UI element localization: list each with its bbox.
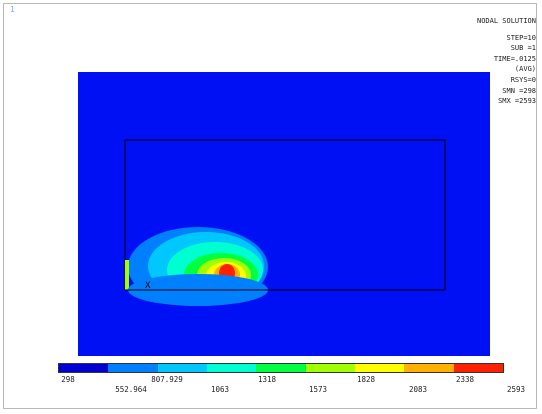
legend-swatch-8: [404, 364, 454, 372]
legend-swatch-1: [59, 364, 109, 372]
info-sub: SUB =1: [510, 44, 536, 53]
contour-plot-svg: X: [78, 139, 490, 356]
legend-label-bottom-2: 1063: [210, 385, 230, 394]
legend-label-bottom-3: 1573: [308, 385, 328, 394]
legend-label-top-5: 2338: [455, 375, 475, 384]
legend-swatch-3: [157, 364, 207, 372]
legend-swatch-2: [108, 364, 158, 372]
result-info-block: NODAL SOLUTION STEP=10 SUB =1 TIME=.0125…: [477, 16, 536, 107]
info-smn: SMN =298: [502, 86, 536, 95]
legend-label-top-2: 807.929: [151, 375, 183, 384]
legend-swatch-7: [354, 364, 405, 372]
lower-region: [78, 290, 490, 356]
legend-swatch-9: [453, 364, 503, 372]
result-title: NODAL SOLUTION: [476, 17, 536, 25]
info-time: TIME=.0125: [493, 54, 536, 63]
edge-heat-left: [125, 260, 129, 290]
info-smx: SMX =2593: [498, 97, 536, 106]
node-marker: X: [145, 281, 151, 291]
info-avg: (AVG): [514, 65, 536, 74]
legend-label-bottom-5: 2593: [506, 385, 526, 394]
legend-label-bottom-1: 552.964: [115, 385, 147, 394]
legend-swatch-5: [256, 364, 306, 372]
contour-legend-bar: [58, 363, 504, 373]
contour-plot-area: X: [78, 72, 490, 356]
window-number: 1: [10, 5, 15, 14]
legend-label-top-1: 298: [61, 375, 75, 384]
legend-label-top-3: 1318: [257, 375, 277, 384]
window-frame: [3, 3, 537, 409]
legend-label-top-4: 1828: [356, 375, 376, 384]
info-step: STEP=10: [506, 33, 536, 42]
legend-swatch-4: [206, 364, 257, 372]
info-rsys: RSYS=0: [510, 75, 536, 84]
legend-label-bottom-4: 2083: [408, 385, 428, 394]
legend-swatch-6: [305, 364, 355, 372]
